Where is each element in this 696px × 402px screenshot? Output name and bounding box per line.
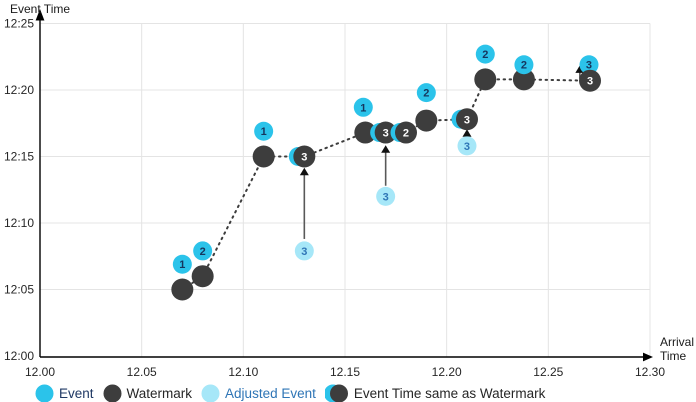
event-marker — [353, 97, 373, 117]
same-as-watermark-marker — [579, 69, 602, 92]
x-tick-label: 12.25 — [533, 365, 563, 379]
x-tick-label: 12.00 — [25, 365, 55, 379]
watermark-marker — [354, 121, 377, 144]
legend-item-same: Event Time same as Watermark — [324, 384, 546, 402]
legend-label-event: Event — [59, 385, 94, 401]
adjustment-arrow-head-icon — [381, 145, 391, 153]
y-tick-label: 12:20 — [4, 83, 34, 97]
legend-item-event: Event — [35, 384, 94, 402]
x-tick-label: 12.05 — [127, 365, 157, 379]
event-number: 2 — [521, 60, 527, 72]
same-as-watermark-number: 2 — [403, 128, 409, 140]
y-tick-label: 12:05 — [4, 283, 34, 297]
event-number: 2 — [200, 246, 206, 258]
watermark-marker — [252, 145, 275, 168]
legend-swatch — [103, 384, 122, 402]
legend-item-watermark: Watermark — [103, 384, 193, 402]
watermark-marker — [415, 109, 438, 132]
y-axis-arrow-icon — [35, 9, 45, 21]
watermark-marker — [171, 278, 194, 301]
same-as-watermark-marker — [394, 121, 417, 144]
event-marker — [172, 254, 192, 274]
x-axis-arrow-icon — [643, 352, 653, 362]
y-tick-label: 12:00 — [4, 349, 34, 363]
event-marker — [254, 121, 274, 141]
event-number: 1 — [261, 126, 267, 138]
chart-legend: Event Watermark Adjusted Event Event Time s… — [35, 383, 545, 402]
event-marker — [514, 55, 534, 75]
legend-item-adjusted: Adjusted Event — [201, 384, 316, 402]
event-number: 1 — [360, 102, 366, 114]
adjusted-event-number: 3 — [301, 246, 307, 258]
same-as-watermark-marker — [293, 145, 316, 168]
y-tick-label: 12:25 — [4, 17, 34, 31]
legend-label-watermark: Watermark — [126, 385, 193, 401]
y-tick-label: 12:15 — [4, 150, 34, 164]
adjusted-event-marker — [376, 186, 396, 206]
same-as-watermark-number: 3 — [587, 76, 593, 88]
watermark-marker — [474, 68, 497, 91]
legend-same-icon — [324, 384, 348, 402]
same-as-watermark-number: 3 — [383, 128, 389, 140]
event-marker — [475, 44, 495, 64]
legend-event-icon — [35, 384, 54, 402]
legend-swatch — [201, 384, 220, 402]
legend-label-same: Event Time same as Watermark — [353, 385, 546, 401]
watermark-marker — [512, 68, 535, 91]
same-as-watermark-number: 3 — [301, 152, 307, 164]
event-marker — [416, 83, 436, 103]
adjustment-arrow-head-icon — [462, 129, 472, 137]
event-marker — [193, 241, 213, 261]
event-number: 2 — [423, 88, 429, 100]
event-number: 3 — [586, 60, 592, 72]
x-axis-title: Arrival — [660, 335, 694, 349]
same-as-watermark-marker — [374, 121, 397, 144]
y-tick-label: 12:10 — [4, 216, 34, 230]
legend-adjusted-icon — [201, 384, 220, 402]
same-as-watermark-number: 3 — [464, 114, 470, 126]
adjusted-event-marker — [294, 241, 314, 261]
adjusted-event-marker — [457, 136, 477, 156]
y-axis-title: Event Time — [10, 2, 70, 16]
x-tick-label: 12.30 — [635, 365, 665, 379]
event-number: 2 — [482, 49, 488, 61]
x-tick-label: 12.10 — [228, 365, 258, 379]
legend-watermark-icon — [103, 384, 122, 402]
adjustment-arrow-head-icon — [299, 167, 309, 176]
legend-same-dark-half — [329, 384, 348, 402]
x-tick-label: 12.20 — [432, 365, 462, 379]
legend-label-adjusted: Adjusted Event — [225, 385, 316, 401]
event-number: 1 — [179, 259, 185, 271]
adjusted-event-number: 3 — [464, 141, 470, 153]
adjusted-event-number: 3 — [383, 191, 389, 203]
legend-swatch — [35, 384, 54, 402]
event-marker — [579, 55, 599, 75]
watermark-marker — [191, 265, 214, 288]
x-axis-title: Time — [660, 349, 687, 363]
same-as-watermark-marker — [455, 108, 478, 131]
x-tick-label: 12.15 — [330, 365, 360, 379]
